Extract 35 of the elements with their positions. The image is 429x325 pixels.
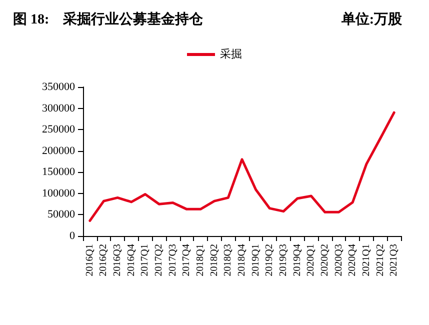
x-tick-label: 2020Q3 [333,244,344,276]
x-tick-label: 2016Q4 [126,244,137,276]
x-tick-label: 2016Q2 [98,244,110,276]
chart-subtitle: 单位:万股 [340,12,403,28]
x-tick-label: 2020Q2 [319,244,330,276]
y-tick-label: 100000 [42,187,76,200]
chart-title: 图 18: 采掘行业公募基金持仓 [13,12,204,28]
x-tick-label: 2018Q2 [208,244,220,276]
y-tick-label: 50000 [48,208,76,221]
x-tick-label: 2016Q1 [84,244,96,276]
x-tick-label: 2017Q1 [140,244,151,276]
x-tick-label: 2019Q3 [278,244,289,276]
y-tick-label: 350000 [42,81,76,93]
x-tick-label: 2017Q3 [167,244,178,276]
y-tick-label: 150000 [42,166,76,178]
x-tick-label: 2018Q1 [195,244,206,276]
x-tick-label: 2021Q1 [360,244,372,276]
x-tick-label: 2017Q4 [181,244,192,276]
x-tick-label: 2020Q1 [306,244,317,276]
x-tick-label: 2018Q4 [236,244,248,276]
legend-label: 采掘 [220,48,242,60]
x-tick-label: 2020Q4 [347,244,358,276]
y-tick-label: 200000 [42,144,76,157]
x-tick-label: 2019Q2 [264,244,276,276]
x-tick-label: 2017Q2 [154,244,165,276]
y-tick-label: 0 [70,230,76,242]
x-tick-label: 2016Q3 [112,244,124,276]
y-tick-label: 250000 [42,124,76,136]
x-tick-label: 2019Q4 [292,244,303,276]
x-tick-label: 2021Q2 [374,244,386,276]
x-tick-label: 2021Q3 [388,244,400,276]
y-tick-label: 300000 [42,102,76,114]
x-tick-label: 2019Q1 [250,244,262,276]
x-tick-label: 2018Q3 [222,244,234,276]
line-series [88,111,396,222]
